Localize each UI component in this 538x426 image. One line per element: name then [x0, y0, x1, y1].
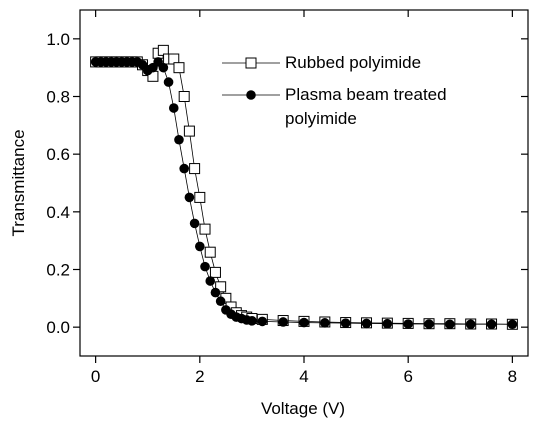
data-point — [215, 296, 226, 307]
data-point — [247, 316, 257, 326]
x-tick-label: 4 — [299, 367, 308, 386]
data-point — [465, 319, 476, 330]
y-tick-label: 0.0 — [46, 318, 70, 337]
data-point — [163, 77, 174, 87]
data-point — [257, 316, 268, 327]
data-point — [486, 319, 497, 330]
y-tick-label: 0.8 — [46, 88, 70, 107]
data-point — [178, 91, 190, 102]
data-point — [299, 317, 309, 328]
x-tick-label: 2 — [195, 367, 204, 386]
data-point — [168, 103, 179, 113]
data-point — [382, 318, 393, 329]
y-tick-label: 1.0 — [46, 30, 70, 49]
y-tick-label: 0.4 — [46, 203, 70, 222]
data-point — [209, 266, 221, 278]
data-point — [215, 281, 227, 293]
data-point — [199, 223, 211, 235]
x-axis-label: Voltage (V) — [261, 399, 345, 418]
data-point — [194, 191, 206, 203]
data-point — [184, 192, 195, 203]
data-point — [174, 134, 184, 145]
data-point — [507, 319, 518, 330]
data-point — [179, 163, 189, 174]
y-tick-label: 0.6 — [46, 145, 70, 164]
data-point — [200, 261, 210, 272]
data-point — [205, 276, 216, 286]
legend-marker — [246, 90, 256, 100]
data-point — [173, 62, 185, 74]
data-point — [361, 318, 372, 329]
x-tick-label: 0 — [91, 367, 100, 386]
data-point — [340, 318, 351, 328]
data-point — [183, 125, 195, 137]
data-point — [278, 317, 288, 327]
data-point — [158, 62, 169, 73]
data-point — [320, 318, 330, 328]
y-tick-label: 0.2 — [46, 261, 70, 280]
x-tick-label: 8 — [508, 367, 517, 386]
legend-label: Rubbed polyimide — [285, 53, 422, 72]
data-point — [210, 287, 221, 298]
data-point — [204, 246, 216, 258]
data-point — [403, 319, 413, 329]
y-axis-label: Transmittance — [9, 129, 28, 236]
legend-marker — [245, 57, 257, 69]
data-point — [195, 241, 205, 252]
data-point — [445, 319, 455, 330]
data-point — [189, 163, 201, 175]
data-point — [189, 218, 200, 229]
legend-label: Plasma beam treated polyimide — [285, 85, 447, 128]
data-point — [424, 319, 434, 329]
x-tick-label: 6 — [403, 367, 412, 386]
